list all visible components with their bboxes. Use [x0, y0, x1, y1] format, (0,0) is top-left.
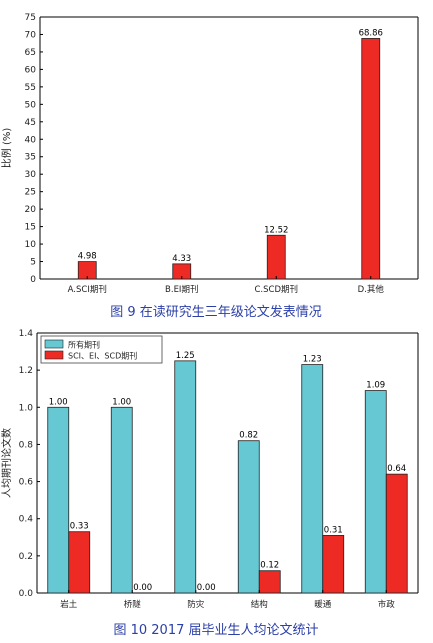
chart1-y-tick-label: 65: [25, 48, 36, 58]
chart1-bar: [361, 38, 381, 280]
chart1-data-label: 4.33: [172, 254, 191, 264]
chart2-data-label: 0.00: [197, 583, 216, 593]
chart2-bar-all: [364, 390, 387, 594]
chart1-y-tick-label: 60: [25, 65, 37, 75]
chart2-legend-label: SCI、EI、SCD期刊: [68, 352, 137, 361]
chart2-category-label: 防灾: [187, 599, 205, 610]
chart2-data-label: 0.12: [260, 561, 279, 571]
chart1-y-tick-label: 70: [25, 30, 37, 40]
chart1-data-label: 12.52: [264, 225, 288, 235]
chart1-y-tick-label: 45: [25, 118, 36, 128]
chart2-y-tick-label: 0.0: [19, 589, 34, 599]
chart1-y-tick-label: 75: [25, 13, 36, 23]
chart2-data-label: 0.33: [70, 522, 89, 532]
chart2-category-label: 岩土: [60, 599, 78, 610]
chart2-bar-all: [301, 364, 324, 594]
chart2-data-label: 1.00: [112, 397, 131, 407]
chart2-bar-all: [47, 406, 70, 594]
chart2-y-tick-label: 1.2: [19, 366, 33, 376]
chart1-y-tick-label: 30: [25, 170, 37, 180]
chart2-bar-all: [237, 440, 260, 594]
chart2-y-tick-label: 0.2: [19, 552, 33, 562]
chart1-y-tick-label: 50: [25, 100, 37, 110]
chart1-y-axis-label: 比例 (%): [0, 128, 13, 169]
chart1-category-label: C.SCD期刊: [254, 285, 298, 295]
chart2-category-label: 桥隧: [124, 599, 142, 610]
chart2-data-label: 1.09: [366, 381, 385, 391]
chart1-bar: [266, 234, 286, 280]
chart1-category-label: D.其他: [358, 284, 385, 295]
chart2-category-label: 结构: [251, 599, 268, 610]
chart1-category-label: B.EI期刊: [165, 285, 198, 295]
chart1-y-tick-label: 0: [30, 275, 36, 285]
chart2-y-tick-label: 0.6: [19, 478, 34, 488]
chart2-legend-swatch: [44, 339, 64, 349]
chart1-data-label: 4.98: [78, 252, 97, 262]
chart1-y-tick-label: 25: [25, 188, 36, 198]
chart1-y-tick-label: 55: [25, 83, 36, 93]
chart1-y-tick-label: 10: [25, 240, 37, 250]
chart1-y-tick-label: 35: [25, 153, 36, 163]
chart1-caption: 图 9 在读研究生三年级论文发表情况: [110, 304, 322, 320]
chart2-category-label: 市政: [378, 599, 396, 610]
chart2-data-label: 0.31: [324, 525, 343, 535]
chart1-y-tick-label: 5: [30, 258, 36, 268]
chart2-y-axis-label: 人均期刊论文数: [0, 428, 13, 498]
chart2-data-label: 1.23: [303, 355, 322, 365]
chart2-legend-label: 所有期刊: [68, 340, 100, 350]
chart2-caption: 图 10 2017 届毕业生人均论文统计: [113, 623, 318, 638]
chart2-data-label: 0.64: [387, 464, 406, 474]
chart1-data-label: 68.86: [359, 28, 383, 38]
chart2-data-label: 0.00: [133, 583, 152, 593]
chart1-y-tick-label: 15: [25, 223, 36, 233]
chart2-y-tick-label: 0.4: [19, 515, 34, 525]
chart2-bar-sci: [385, 473, 408, 594]
chart2-data-label: 1.00: [49, 397, 68, 407]
chart2-bar-all: [110, 406, 133, 594]
chart1-category-label: A.SCI期刊: [68, 285, 107, 295]
chart2-data-label: 0.82: [239, 431, 258, 441]
chart2-y-tick-label: 1.4: [19, 329, 34, 339]
chart2-bar-sci: [258, 570, 281, 594]
chart1-y-tick-label: 40: [25, 135, 37, 145]
chart2-legend-swatch: [44, 350, 64, 360]
chart2-y-tick-label: 1.0: [19, 403, 34, 413]
chart2-category-label: 暖通: [314, 599, 332, 610]
chart2-y-tick-label: 0.8: [19, 440, 34, 450]
chart2-bar-sci: [68, 531, 91, 594]
chart2-bar-sci: [322, 535, 345, 594]
chart2-data-label: 1.25: [176, 351, 195, 361]
chart1-y-tick-label: 20: [25, 205, 37, 215]
chart2-bar-all: [174, 360, 197, 594]
